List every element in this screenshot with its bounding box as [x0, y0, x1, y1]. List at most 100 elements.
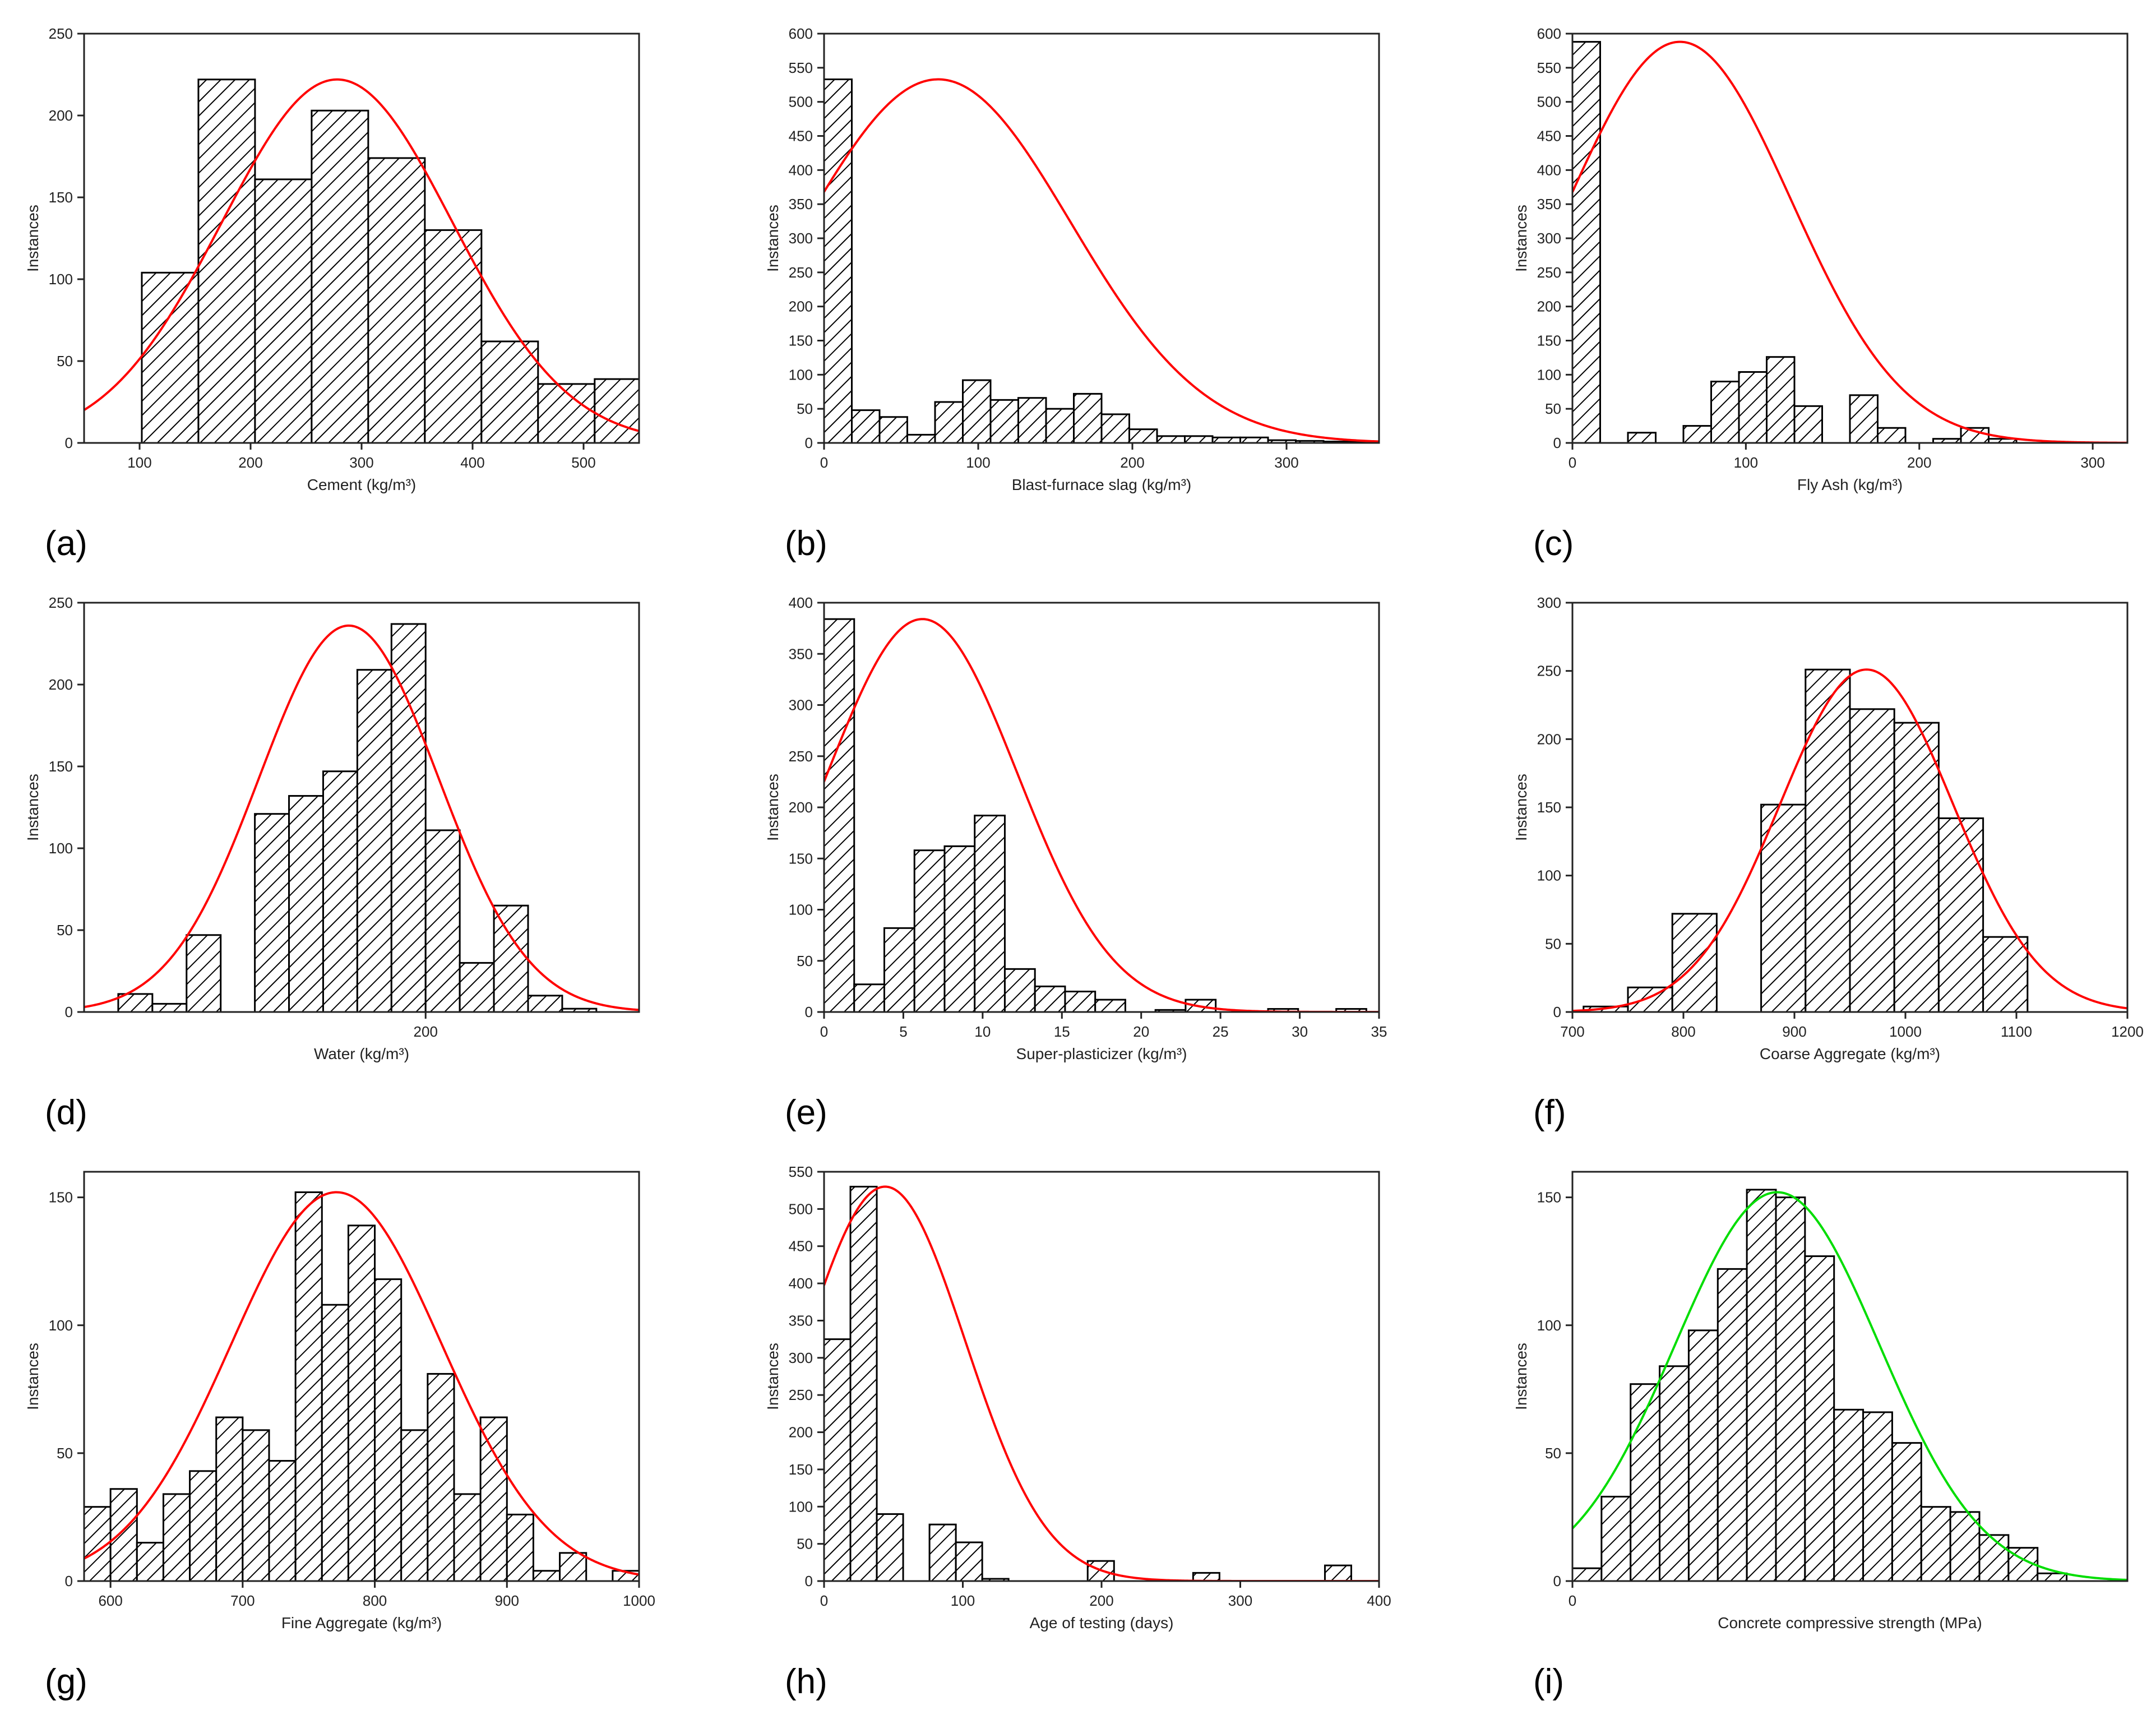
bar-d-1 [151, 1002, 188, 1013]
bar-i-8 [1804, 1255, 1835, 1582]
bar-i-11 [1891, 1442, 1922, 1582]
bar-i-12 [1920, 1506, 1951, 1582]
y-tick-label-a-3: 150 [49, 189, 73, 206]
bars-c [1571, 41, 2018, 444]
bar-g-4 [189, 1470, 218, 1582]
bar-d-2 [186, 934, 222, 1013]
x-tick-label-g-3: 900 [495, 1592, 519, 1609]
bar-g-18 [559, 1552, 587, 1582]
y-axis-label-i: Instances [1512, 1343, 1530, 1410]
bar-i-16 [2037, 1572, 2068, 1582]
x-axis-label-g: Fine Aggregate (kg/m³) [281, 1614, 442, 1632]
y-axis-label-f: Instances [1512, 774, 1530, 841]
y-tick-label-c-3: 150 [1537, 332, 1561, 349]
y-tick-label-e-8: 400 [789, 594, 813, 611]
x-tick-label-h-4: 400 [1367, 1592, 1391, 1609]
y-tick-label-b-7: 350 [789, 196, 813, 212]
bar-g-10 [347, 1224, 376, 1582]
bar-b-2 [878, 416, 908, 444]
y-tick-label-f-3: 150 [1537, 799, 1561, 816]
bar-e-5 [974, 815, 1006, 1013]
bar-a-4 [367, 157, 426, 444]
y-tick-label-f-0: 0 [1553, 1004, 1561, 1020]
y-tick-label-e-6: 300 [789, 697, 813, 714]
bar-c-8 [1793, 405, 1823, 444]
bar-a-5 [424, 229, 483, 444]
y-tick-label-g-1: 50 [57, 1445, 73, 1462]
y-tick-label-g-2: 100 [49, 1317, 73, 1334]
y-tick-label-b-2: 100 [789, 366, 813, 383]
bars-g [83, 1191, 640, 1582]
x-tick-label-i-0: 0 [1569, 1592, 1576, 1609]
x-axis-label-c: Fly Ash (kg/m³) [1797, 476, 1903, 493]
x-tick-label-a-1: 200 [238, 454, 262, 471]
y-tick-label-c-7: 350 [1537, 196, 1561, 212]
x-tick-label-b-1: 100 [966, 454, 990, 471]
y-tick-label-e-3: 150 [789, 850, 813, 867]
y-tick-label-f-6: 300 [1537, 594, 1561, 611]
x-tick-label-g-1: 700 [230, 1592, 255, 1609]
bar-c-6 [1738, 371, 1768, 444]
bar-e-7 [1034, 985, 1066, 1013]
bar-c-2 [1627, 432, 1657, 444]
y-axis-label-a: Instances [24, 205, 41, 272]
fit-curve-g [84, 1191, 639, 1576]
fit-curve-d [84, 624, 639, 1011]
bar-a-8 [594, 378, 640, 444]
x-axis-label-b: Blast-furnace slag (kg/m³) [1012, 476, 1192, 493]
bar-f-4 [1760, 803, 1807, 1013]
bar-d-6 [322, 770, 358, 1013]
bar-f-7 [1893, 722, 1940, 1013]
x-tick-label-f-3: 1000 [1889, 1023, 1922, 1040]
x-tick-label-g-0: 600 [98, 1592, 122, 1609]
bar-b-12 [1156, 435, 1186, 444]
bar-f-6 [1849, 708, 1895, 1013]
x-tick-label-f-1: 800 [1671, 1023, 1695, 1040]
y-tick-label-h-0: 0 [805, 1573, 813, 1589]
bar-h-4 [928, 1523, 957, 1582]
bar-g-6 [242, 1429, 270, 1582]
bars-d [117, 623, 598, 1013]
y-tick-label-a-5: 250 [49, 25, 73, 42]
x-tick-label-e-2: 10 [974, 1023, 991, 1040]
x-tick-label-f-4: 1100 [2001, 1023, 2032, 1040]
y-tick-label-i-3: 150 [1537, 1189, 1561, 1206]
bar-g-12 [400, 1429, 429, 1582]
panel-label-c: (c) [1533, 524, 1574, 563]
bar-b-1 [851, 409, 881, 444]
y-tick-label-c-11: 550 [1537, 59, 1561, 76]
x-tick-label-a-4: 500 [571, 454, 595, 471]
x-tick-label-e-5: 25 [1213, 1023, 1229, 1040]
y-tick-label-e-4: 200 [789, 799, 813, 816]
y-tick-label-g-3: 150 [49, 1189, 73, 1206]
bar-h-19 [1324, 1564, 1353, 1582]
panel-label-h: (h) [785, 1662, 827, 1701]
bar-d-10 [459, 962, 495, 1013]
y-tick-label-b-1: 50 [797, 400, 813, 417]
y-tick-label-c-1: 50 [1545, 400, 1561, 417]
plot-frame-b [823, 33, 1380, 444]
bar-e-0 [823, 618, 855, 1013]
bar-e-3 [913, 849, 946, 1013]
bar-c-0 [1571, 41, 1601, 444]
x-tick-label-e-0: 0 [820, 1023, 828, 1040]
bar-f-8 [1937, 817, 1984, 1013]
plot-frame-c [1571, 33, 2129, 444]
y-tick-label-b-8: 400 [789, 161, 813, 178]
y-tick-label-h-9: 450 [789, 1238, 813, 1255]
y-tick-label-f-2: 100 [1537, 867, 1561, 884]
bar-c-4 [1682, 425, 1712, 444]
bar-i-14 [1978, 1534, 2010, 1582]
bar-d-9 [424, 829, 461, 1013]
y-tick-label-b-12: 600 [789, 25, 813, 42]
x-tick-label-e-7: 35 [1371, 1023, 1387, 1040]
x-axis-label-i: Concrete compressive strength (MPa) [1718, 1614, 1982, 1632]
chart-panel-d: 0 50 100 150 200 250 200 Water (kg/m³) Instances… [24, 594, 640, 1132]
bars-b [823, 78, 1380, 444]
bar-g-15 [479, 1416, 508, 1582]
y-tick-label-h-11: 550 [789, 1163, 813, 1180]
bars-f [1583, 668, 2029, 1013]
y-tick-label-b-6: 300 [789, 230, 813, 247]
bar-g-1 [109, 1488, 138, 1582]
bar-g-13 [427, 1372, 455, 1582]
